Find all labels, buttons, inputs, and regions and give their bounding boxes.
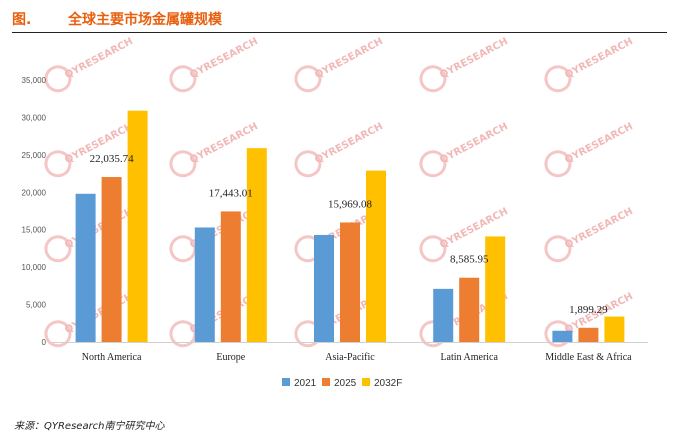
figure-header: 图. 全球主要市场金属罐规模 — [12, 6, 667, 33]
category-label: Asia-Pacific — [325, 352, 375, 363]
watermark-logo-icon — [169, 65, 197, 93]
watermark-logo-icon — [44, 150, 72, 178]
category-label: Latin America — [440, 352, 498, 363]
legend: 2021 2025 2032F — [282, 378, 402, 389]
watermark-text: QYRESEARCH — [63, 36, 135, 81]
bar-2032F-4 — [604, 316, 625, 342]
data-label: 1,899.29 — [569, 304, 608, 316]
y-tick-label: 5,000 — [26, 301, 47, 310]
bar-2021-2 — [314, 234, 334, 342]
legend-swatch — [362, 378, 370, 386]
bar-2021-3 — [433, 288, 454, 342]
bar-2025-4 — [578, 327, 599, 342]
watermark: QYRESEARCH — [544, 206, 635, 263]
watermark: QYRESEARCH — [294, 121, 385, 178]
category-labels-layer: North America Europe Asia-Pacific Latin Ame… — [82, 352, 632, 363]
y-tick-label: 0 — [42, 338, 47, 347]
watermark-logo-icon — [294, 65, 322, 93]
legend-label: 2032F — [374, 378, 402, 389]
bar-2025-1 — [220, 211, 241, 342]
y-tick-label: 25,000 — [22, 151, 47, 160]
bar-2032F-2 — [366, 170, 386, 342]
watermark-text: QYRESEARCH — [63, 206, 135, 251]
data-label: 8,585.95 — [450, 254, 489, 266]
watermark-logo-icon — [419, 150, 447, 178]
legend-label: 2021 — [294, 378, 317, 389]
y-tick-label: 30,000 — [22, 113, 47, 122]
y-axis: 0 5,000 10,000 15,000 20,000 25,000 30,000 35,0… — [22, 76, 648, 347]
watermark-logo-icon — [44, 320, 72, 348]
watermark: QYRESEARCH — [169, 36, 260, 93]
watermark-logo-icon — [169, 235, 197, 263]
watermark-logo-icon — [544, 320, 572, 348]
watermark-text: QYRESEARCH — [188, 36, 260, 81]
legend-swatch — [322, 378, 330, 386]
watermark-logo-icon — [44, 235, 72, 263]
watermark: QYRESEARCH — [44, 121, 135, 178]
watermark-logo-icon — [44, 65, 72, 93]
watermark-text: QYRESEARCH — [563, 121, 635, 166]
watermark-text: QYRESEARCH — [563, 36, 635, 81]
bar-2032F-0 — [127, 110, 148, 342]
watermark-logo-icon — [169, 150, 197, 178]
category-label: Middle East & Africa — [545, 352, 632, 363]
watermark-logo-icon — [294, 150, 322, 178]
watermark-logo-icon — [419, 235, 447, 263]
watermark-logo-icon — [544, 235, 572, 263]
watermark-text: QYRESEARCH — [313, 121, 385, 166]
data-label: 15,969.08 — [328, 198, 373, 210]
watermark-text: QYRESEARCH — [438, 121, 510, 166]
watermark: QYRESEARCH — [294, 36, 385, 93]
bar-2025-3 — [459, 277, 480, 342]
watermark-text: QYRESEARCH — [563, 206, 635, 251]
y-tick-label: 35,000 — [22, 76, 47, 85]
watermark: QYRESEARCH — [44, 36, 135, 93]
data-label: 17,443.01 — [209, 187, 253, 199]
watermark-logo-icon — [544, 150, 572, 178]
bar-2021-4 — [552, 330, 573, 342]
data-labels-layer: 22,035.74 17,443.01 15,969.08 8,585.95 1,899… — [90, 153, 609, 316]
bar-2032F-1 — [246, 148, 267, 342]
legend-swatch — [282, 378, 290, 386]
y-tick-label: 10,000 — [22, 263, 47, 272]
category-label: North America — [82, 352, 142, 363]
legend-label: 2025 — [334, 378, 357, 389]
watermark: QYRESEARCH — [544, 36, 635, 93]
figure-label: 图. — [12, 12, 32, 28]
y-tick-label: 20,000 — [22, 188, 47, 197]
watermark: QYRESEARCH — [419, 36, 510, 93]
bar-2021-0 — [75, 193, 96, 342]
source-note: 来源：QYResearch南宁研究中心 — [14, 421, 165, 432]
chart-title: 全球主要市场金属罐规模 — [68, 12, 222, 28]
y-tick-label: 15,000 — [22, 226, 47, 235]
category-label: Europe — [216, 352, 245, 363]
watermark-logo-icon — [169, 320, 197, 348]
watermark: QYRESEARCH — [544, 121, 635, 178]
watermark: QYRESEARCH — [419, 121, 510, 178]
watermark-logo-icon — [544, 65, 572, 93]
watermark-logo-icon — [419, 65, 447, 93]
bar-2032F-3 — [485, 236, 506, 342]
watermark-text: QYRESEARCH — [438, 36, 510, 81]
watermark-text: QYRESEARCH — [63, 291, 135, 336]
bar-2025-0 — [101, 177, 122, 342]
bar-2025-2 — [340, 222, 360, 342]
bar-2021-1 — [194, 227, 215, 342]
data-label: 22,035.74 — [90, 153, 135, 165]
bars-layer — [75, 110, 625, 342]
watermark-text: QYRESEARCH — [313, 36, 385, 81]
